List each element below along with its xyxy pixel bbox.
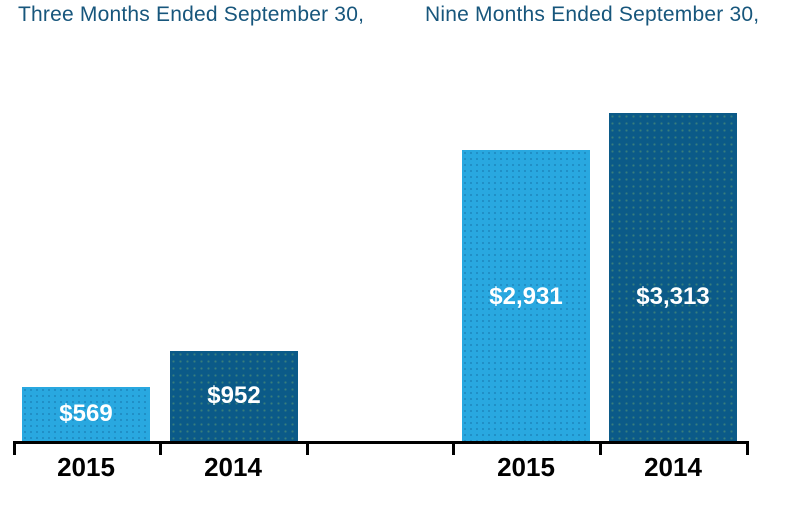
axis-tick — [13, 441, 16, 455]
axis-tick — [306, 441, 309, 455]
axis-tick — [746, 441, 749, 455]
bar-value-label: $2,931 — [489, 283, 563, 310]
axis-tick — [159, 441, 162, 455]
axis-tick — [599, 441, 602, 455]
category-label-three-months-2014: 2014 — [204, 452, 262, 482]
bar-three-months-2014: $952 — [170, 351, 298, 441]
chart-title-nine-months: Nine Months Ended September 30, — [425, 3, 760, 26]
bar-three-months-2015: $569 — [22, 387, 150, 441]
category-label-nine-months-2014: 2014 — [644, 452, 702, 482]
x-axis-line — [13, 441, 749, 444]
axis-tick — [452, 441, 455, 455]
chart-title-three-months: Three Months Ended September 30, — [18, 3, 365, 26]
bar-nine-months-2014: $3,313 — [609, 113, 737, 441]
category-label-nine-months-2015: 2015 — [497, 452, 555, 482]
bar-value-label: $3,313 — [636, 283, 710, 310]
bar-nine-months-2015: $2,931 — [462, 150, 590, 441]
bar-value-label: $952 — [207, 382, 261, 409]
category-label-three-months-2015: 2015 — [57, 452, 115, 482]
bar-value-label: $569 — [59, 400, 113, 427]
